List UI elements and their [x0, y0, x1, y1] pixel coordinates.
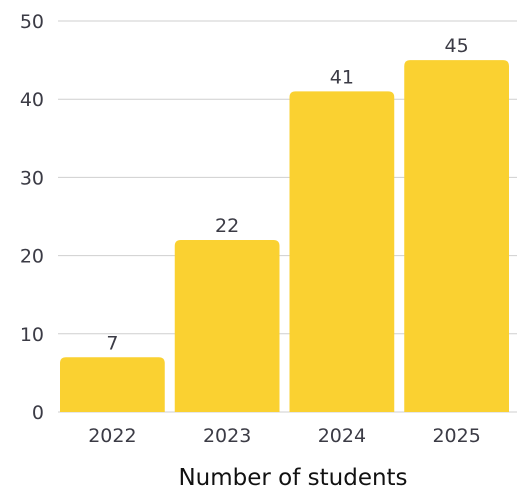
y-axis-ticks: 0 10 20 30 40 50 [20, 11, 44, 424]
y-tick-label: 40 [20, 89, 44, 111]
bar-2024 [289, 91, 395, 412]
x-tick-label-2024: 2024 [318, 425, 366, 447]
data-labels: 7 22 41 45 [106, 35, 468, 354]
y-tick-label: 10 [20, 324, 44, 346]
y-tick-label: 20 [20, 246, 44, 268]
bar-2022 [60, 357, 165, 412]
bar-2023 [174, 239, 280, 412]
bar-2025 [404, 60, 509, 412]
x-axis-ticks: 2022 2023 2024 2025 [88, 425, 481, 447]
data-label-2024: 41 [330, 66, 354, 88]
y-tick-label: 0 [32, 402, 44, 424]
x-tick-label-2022: 2022 [88, 425, 136, 447]
data-label-2023: 22 [215, 215, 239, 237]
x-tick-label-2025: 2025 [432, 425, 480, 447]
data-label-2022: 7 [106, 332, 118, 354]
x-axis-title: Number of students [178, 465, 407, 491]
y-tick-label: 50 [20, 11, 44, 33]
x-tick-label-2023: 2023 [203, 425, 251, 447]
y-tick-label: 30 [20, 167, 44, 189]
bars [60, 60, 509, 412]
data-label-2025: 45 [445, 35, 469, 57]
